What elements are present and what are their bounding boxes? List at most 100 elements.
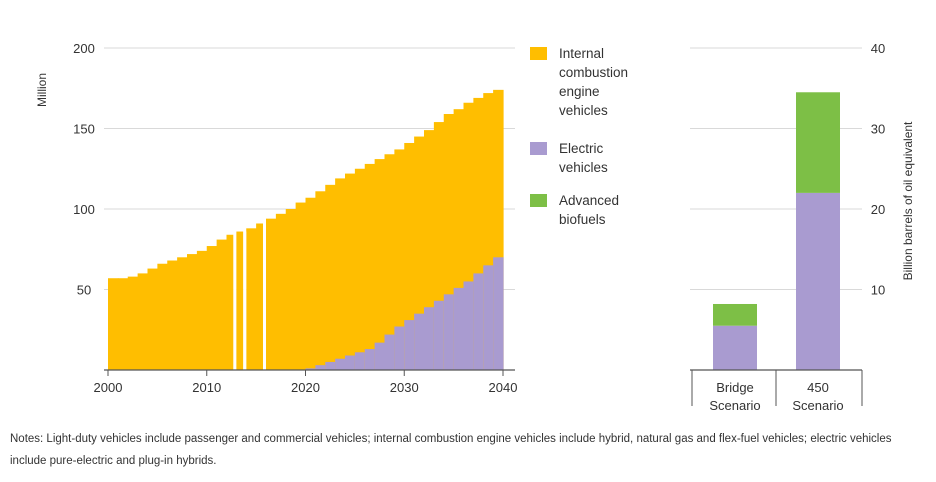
ice-area-bar <box>147 268 158 370</box>
biofuels-bar-segment <box>713 303 757 326</box>
legend-swatch <box>530 194 547 207</box>
ev-bar-segment <box>796 192 840 370</box>
ice-area-bar <box>226 234 234 370</box>
ice-area-bar <box>443 114 455 370</box>
ev-area-bar <box>443 294 455 370</box>
ice-area-bar <box>414 136 425 370</box>
y-tick-label: 150 <box>73 122 95 137</box>
ev-area-bar <box>433 300 445 370</box>
ev-area-bar <box>374 342 386 370</box>
y-tick-label: 50 <box>77 283 91 298</box>
legend-label: Electric <box>559 141 604 156</box>
ice-area-bar <box>493 89 504 371</box>
gap-line <box>233 234 237 370</box>
ev-area-bar <box>414 313 425 370</box>
ice-area-bar <box>295 202 307 370</box>
ice-area-bar <box>216 239 228 370</box>
x-tick-label: 2030 <box>390 380 419 395</box>
ice-area-bar <box>315 191 326 370</box>
ice-area-bar <box>167 260 178 370</box>
x-category-label: Bridge <box>716 380 754 395</box>
ice-area-bar <box>433 122 445 370</box>
ev-area-bar <box>364 349 376 370</box>
legend-swatch <box>530 142 547 155</box>
vehicle-stock-chart: 50 100 150 200 2000 2010 2020 2030 2040 Million <box>35 41 517 395</box>
y-tick-label: 200 <box>73 41 95 56</box>
ice-area-bar <box>424 130 435 370</box>
ice-area-bar <box>206 246 218 370</box>
ice-area-bar <box>404 142 415 370</box>
ice-area-bar <box>196 250 208 370</box>
x-category-label: 450 <box>807 380 829 395</box>
chart-legend: Internal combustion engine vehicles Electric… <box>530 46 628 227</box>
ice-area-bar <box>463 102 474 371</box>
ev-area-bar <box>463 281 474 370</box>
biofuels-bar-segment <box>796 92 840 193</box>
ev-area-bar <box>384 334 395 370</box>
ev-area-bar <box>394 326 405 370</box>
ice-area-bar <box>108 278 119 370</box>
ev-area-bar <box>345 355 356 370</box>
legend-label: combustion <box>559 65 628 80</box>
ev-area-bar <box>335 358 346 370</box>
ice-area-bar <box>325 184 336 370</box>
x-category-label: Scenario <box>709 398 760 413</box>
ice-area-bar <box>157 263 168 370</box>
ice-area-bar <box>256 223 263 370</box>
legend-label: Internal <box>559 46 604 61</box>
ice-area-bar <box>453 109 465 371</box>
ice-area-bar <box>285 209 297 370</box>
x-category-label: Scenario <box>792 398 843 413</box>
ice-area-bar <box>236 231 244 370</box>
chart-notes: Notes: Light-duty vehicles include passe… <box>10 433 892 467</box>
gap-line <box>263 223 266 370</box>
ice-area-bar <box>374 159 386 370</box>
ice-area-bar <box>345 173 356 370</box>
oil-displacement-chart: 10 20 30 40 Bridge Scenario 450 Scenario Billion… <box>690 41 915 413</box>
ev-area-bar <box>453 287 465 370</box>
ice-area-bar <box>246 228 257 370</box>
y-tick-label: 10 <box>871 283 885 298</box>
x-tick-label: 2040 <box>489 380 518 395</box>
legend-label: biofuels <box>559 212 606 227</box>
ice-area-bar <box>335 178 346 370</box>
ice-area-bar <box>483 93 494 370</box>
y-tick-label: 100 <box>73 202 95 217</box>
ice-area-bar <box>177 257 188 370</box>
legend-label: vehicles <box>559 160 608 175</box>
ice-area-bar <box>117 278 129 370</box>
y-axis-title: Billion barrels of oil equivalent <box>901 121 915 280</box>
ice-area-bar <box>473 97 484 370</box>
legend-label: engine <box>559 84 600 99</box>
ev-area-bar <box>493 257 504 370</box>
x-tick-label: 2010 <box>192 380 221 395</box>
y-tick-label: 40 <box>871 41 885 56</box>
x-tick-label: 2000 <box>94 380 123 395</box>
ice-area-bar <box>364 163 376 370</box>
ice-area-bar <box>354 168 366 370</box>
ev-area-bar <box>305 368 316 370</box>
ev-bar-segment <box>713 325 757 370</box>
y-axis-title: Million <box>35 73 49 107</box>
ice-area-bar <box>137 273 149 370</box>
y-tick-label: 20 <box>871 202 885 217</box>
x-tick-label: 2020 <box>291 380 320 395</box>
y-tick-label: 30 <box>871 122 885 137</box>
ev-area-bar <box>315 365 326 370</box>
ice-area-bar <box>275 213 287 370</box>
ice-area-bar <box>394 149 405 370</box>
ice-area-bar <box>127 276 139 370</box>
ice-area-bar <box>384 154 395 370</box>
ev-area-bar <box>483 265 494 370</box>
ev-area-bar <box>473 273 484 370</box>
legend-label: vehicles <box>559 103 608 118</box>
ice-area-bar <box>266 218 277 370</box>
ice-area-bar <box>305 197 316 370</box>
legend-swatch <box>530 47 547 60</box>
ev-area-bar <box>354 352 366 370</box>
ev-area-bar <box>404 320 415 370</box>
ev-area-bar <box>325 361 336 370</box>
gap-line <box>243 231 247 370</box>
ice-area-bar <box>187 254 198 370</box>
